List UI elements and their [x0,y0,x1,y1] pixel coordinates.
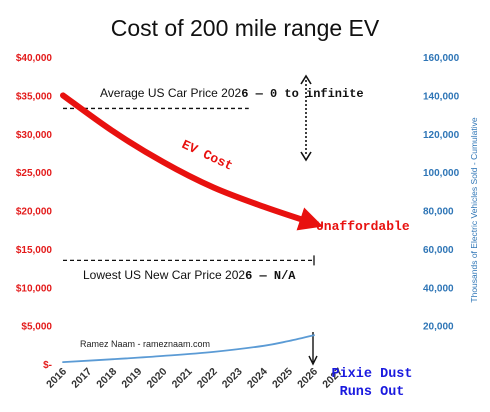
pixie-dust-line2: Runs Out [340,385,405,400]
right-tick-label: 100,000 [423,168,460,179]
x-tick-label: 2025 [270,366,295,391]
unaffordable-label: Unaffordable [316,219,410,234]
x-tick-label: 2026 [295,366,320,391]
x-tick-label: 2018 [94,366,119,391]
left-tick-label: $20,000 [16,207,53,218]
svg-text:Average US Car Price 2026 — 0: Average US Car Price 2026 — 0 to infinit… [100,86,364,101]
left-axis-ticks: $- $5,000 $10,000 $15,000 $20,000 $25,000 $30,… [16,53,53,371]
right-tick-label: 80,000 [423,207,454,218]
left-tick-label: $25,000 [16,168,53,179]
right-axis-label: Thousands of Electric Vehicles Sold - Cu… [469,117,479,302]
chart-title: Cost of 200 mile range EV [111,15,380,41]
left-tick-label: $40,000 [16,53,53,64]
x-tick-label: 2020 [145,366,170,391]
right-tick-label: 60,000 [423,245,454,256]
avg-price-suffix: 6 — 0 to infinite [241,87,363,101]
right-axis-ticks: 20,000 40,000 60,000 80,000 100,000 120,000 14… [423,53,460,333]
right-tick-label: 160,000 [423,53,460,64]
left-tick-label: $10,000 [16,283,53,294]
lowest-price-annotation: Lowest US New Car Price 2026 — N/A [83,268,296,283]
left-tick-label: $- [43,360,52,371]
left-tick-label: $15,000 [16,245,53,256]
infinite-arrow-head-up [300,74,312,85]
x-tick-label: 2023 [220,366,245,391]
right-tick-label: 40,000 [423,283,454,294]
x-tick-label: 2022 [195,366,220,391]
ev-cost-label: EV Cost [179,137,235,174]
x-tick-label: 2017 [69,366,94,391]
pixie-dust-line1: Pixie Dust [331,367,412,382]
lowest-price-prefix: Lowest US New Car Price 202 [83,268,245,282]
right-tick-label: 120,000 [423,130,460,141]
lowest-price-suffix: 6 — N/A [245,269,296,283]
x-axis-ticks: 2016 2017 2018 2019 2020 2021 2022 2023 2024 2025… [44,366,345,391]
avg-price-prefix: Average US Car Price 202 [100,86,242,100]
avg-price-annotation: Average US Car Price 2026 — 0 to infinit… [100,86,364,101]
left-tick-label: $5,000 [21,322,52,333]
credit-label: Ramez Naam - rameznaam.com [80,339,210,349]
left-tick-label: $30,000 [16,130,53,141]
x-tick-label: 2024 [245,366,270,391]
right-tick-label: 20,000 [423,322,454,333]
infinite-arrow-head-down [300,151,312,162]
dotted-arrows [300,74,318,366]
right-tick-label: 140,000 [423,91,460,102]
svg-text:Lowest US New Car Price 2026 —: Lowest US New Car Price 2026 — N/A [83,268,296,283]
series-layer [60,92,324,363]
ev-cost-line [60,92,324,231]
reference-lines [63,107,315,266]
x-tick-label: 2021 [170,366,195,391]
left-tick-label: $35,000 [16,91,53,102]
pixie-arrow-head [308,355,318,366]
x-tick-label: 2019 [119,366,144,391]
